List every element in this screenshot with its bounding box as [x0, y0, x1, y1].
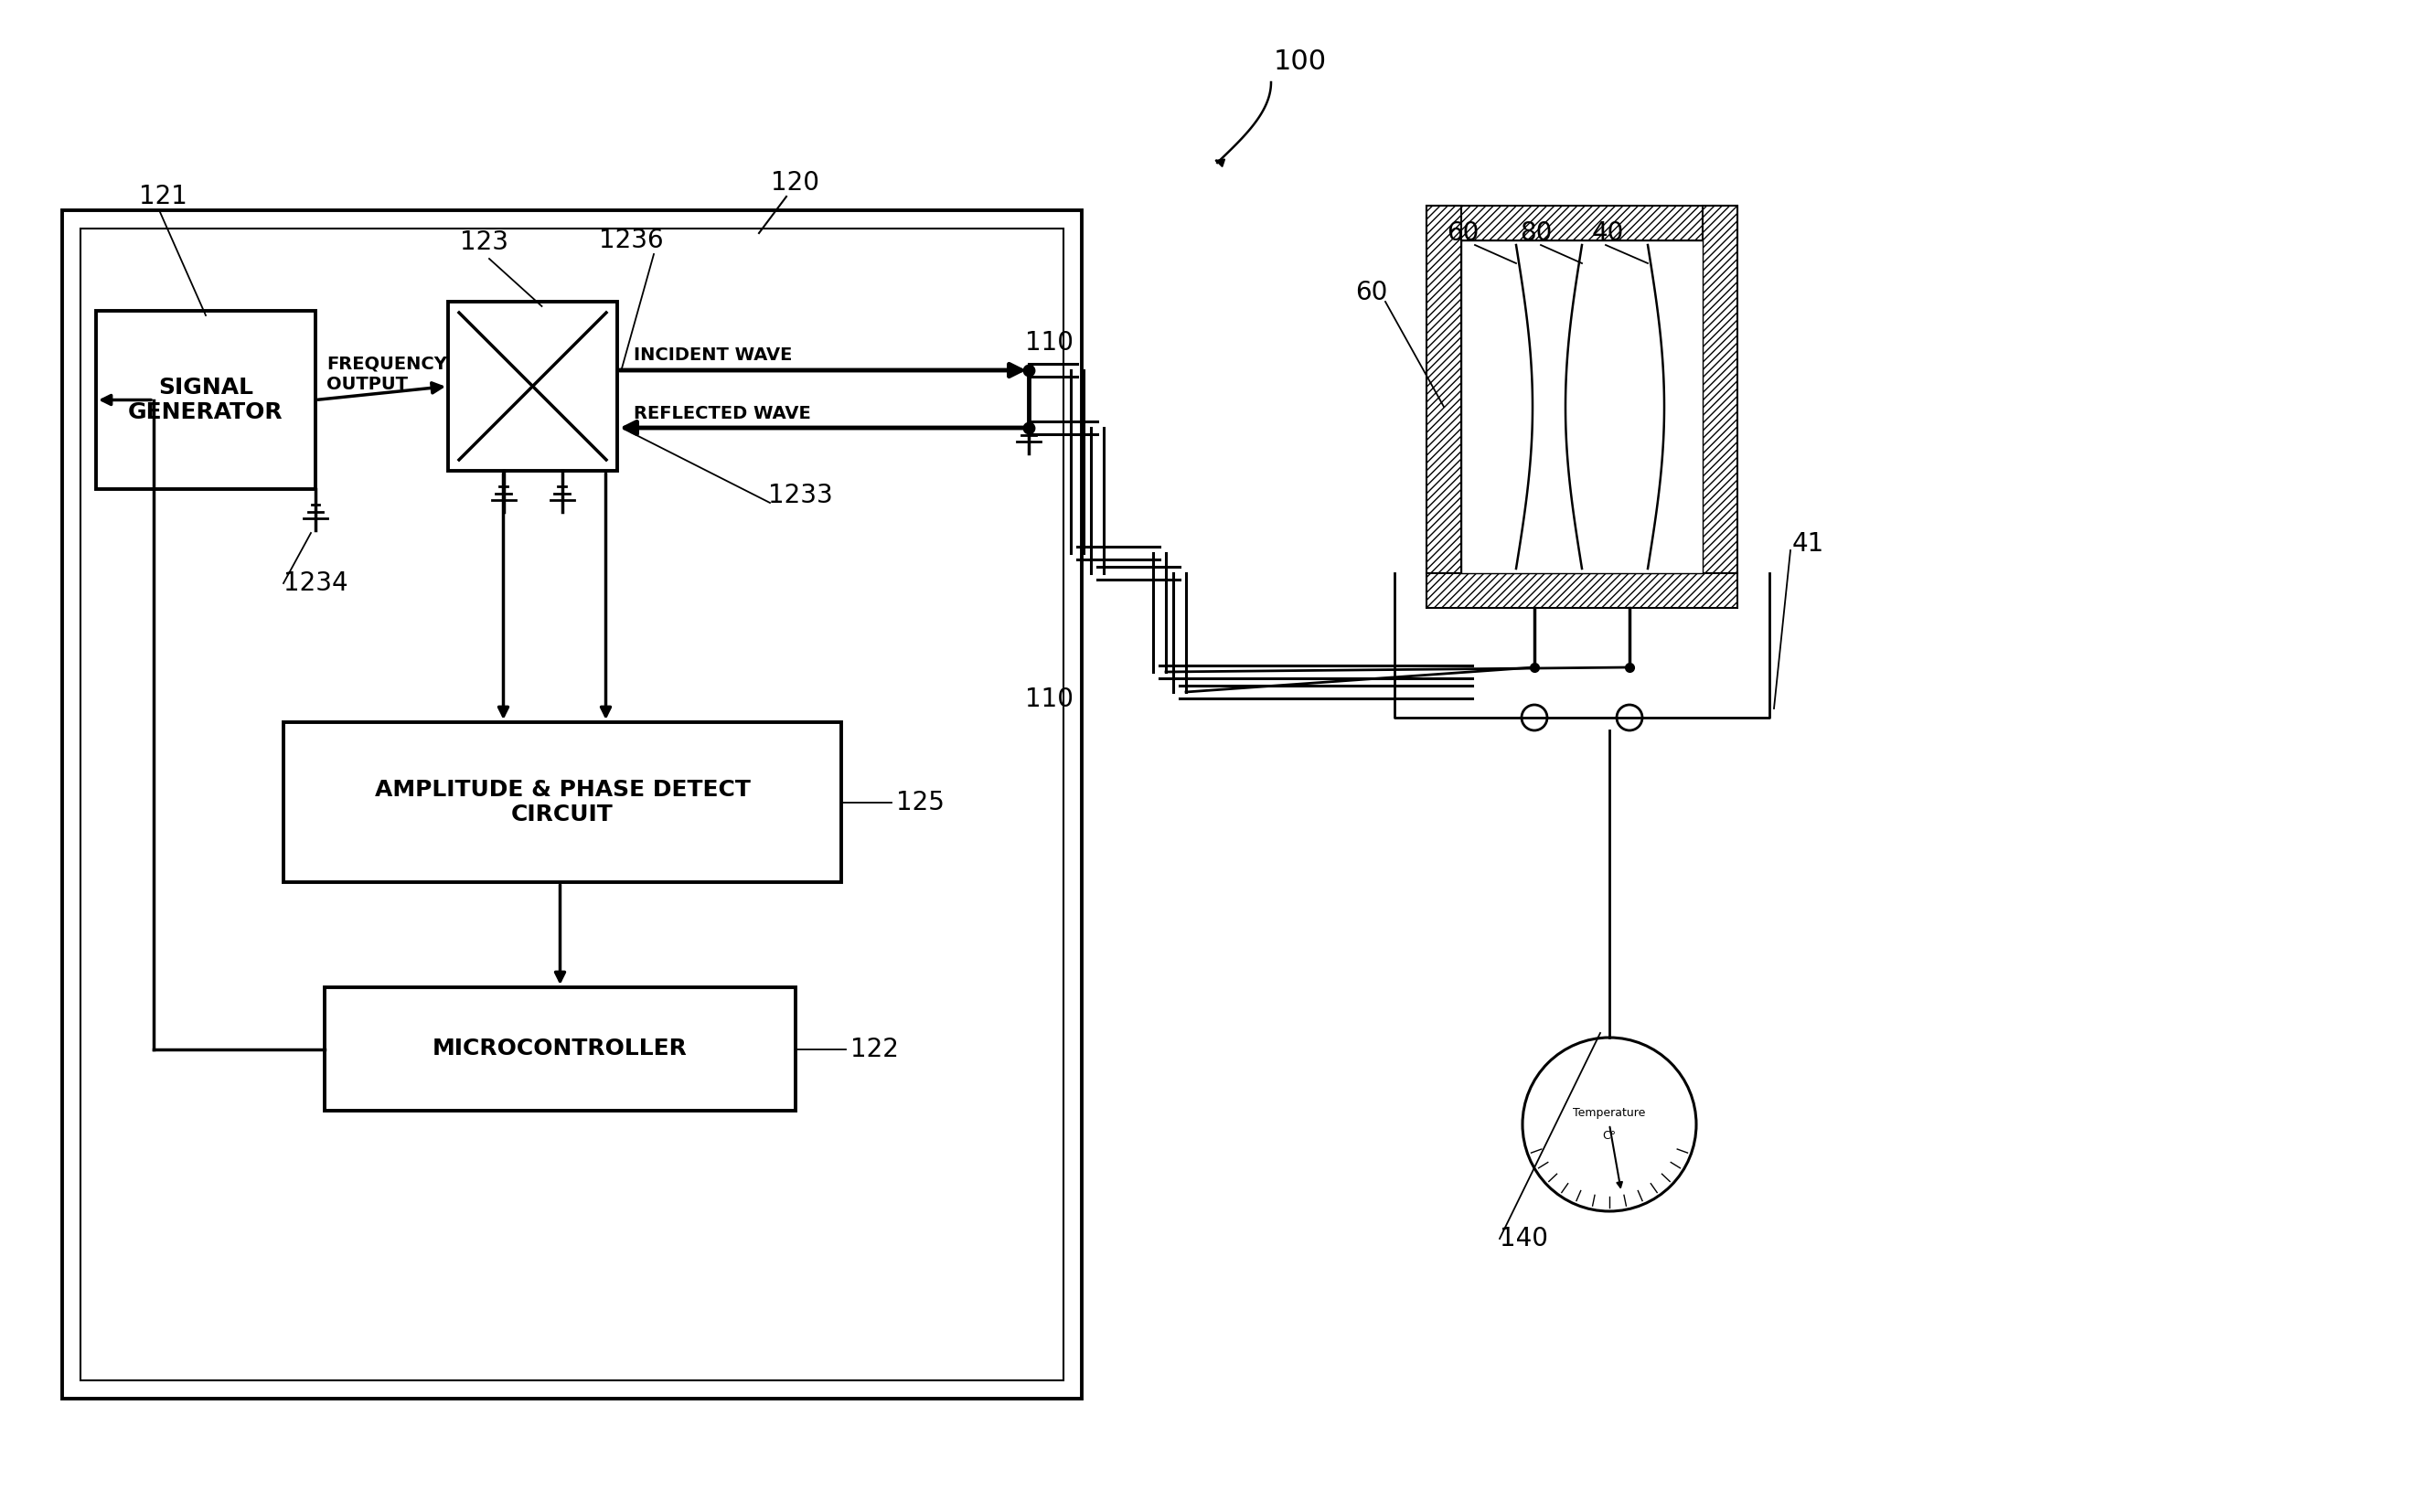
Text: Temperature: Temperature [1574, 1107, 1647, 1119]
Text: 1233: 1233 [767, 482, 833, 508]
Text: INCIDENT WAVE: INCIDENT WAVE [633, 346, 792, 364]
Text: C°: C° [1603, 1129, 1615, 1142]
Text: 100: 100 [1274, 48, 1328, 76]
Bar [448, 302, 616, 470]
Text: 140: 140 [1501, 1226, 1549, 1252]
Text: 60: 60 [1447, 221, 1479, 246]
Text: FREQUENCY
OUTPUT: FREQUENCY OUTPUT [326, 355, 448, 393]
Circle shape [1522, 1037, 1695, 1211]
Text: 110: 110 [1026, 330, 1074, 355]
Bar [324, 987, 797, 1111]
Text: REFLECTED WAVE: REFLECTED WAVE [633, 405, 811, 422]
Text: 41: 41 [1793, 531, 1825, 556]
Text: 1236: 1236 [599, 228, 663, 253]
Text: 1234: 1234 [283, 570, 348, 596]
Bar [1462, 240, 1703, 573]
Bar [283, 723, 840, 881]
Text: 120: 120 [772, 169, 821, 195]
Text: 60: 60 [1354, 280, 1389, 305]
Bar [1427, 206, 1737, 240]
Bar [95, 311, 317, 488]
Text: 121: 121 [139, 184, 188, 209]
Text: 40: 40 [1591, 221, 1625, 246]
Text: 122: 122 [850, 1036, 899, 1061]
Bar [80, 228, 1065, 1380]
Text: 80: 80 [1520, 221, 1552, 246]
Text: AMPLITUDE & PHASE DETECT
CIRCUIT: AMPLITUDE & PHASE DETECT CIRCUIT [375, 779, 750, 826]
Text: MICROCONTROLLER: MICROCONTROLLER [434, 1039, 687, 1060]
Bar [1427, 573, 1737, 608]
Text: 123: 123 [460, 230, 509, 256]
Bar [63, 210, 1082, 1399]
Text: 125: 125 [896, 789, 945, 815]
Text: SIGNAL
GENERATOR: SIGNAL GENERATOR [129, 376, 283, 423]
Text: 110: 110 [1026, 686, 1074, 712]
Bar [1427, 206, 1462, 573]
Bar [1703, 206, 1737, 573]
